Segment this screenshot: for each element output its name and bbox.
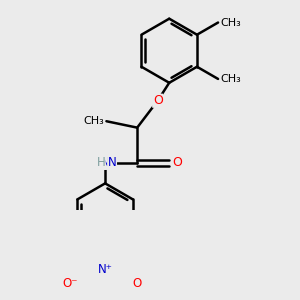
Text: N: N <box>108 156 116 170</box>
Text: H: H <box>96 156 105 170</box>
Text: H: H <box>96 156 105 170</box>
Text: CH₃: CH₃ <box>220 17 242 28</box>
Text: O: O <box>172 156 182 170</box>
Text: CH₃: CH₃ <box>220 74 242 84</box>
Text: N⁺: N⁺ <box>98 263 112 276</box>
Text: CH₃: CH₃ <box>83 116 104 126</box>
Text: O: O <box>153 94 163 107</box>
Text: N: N <box>101 156 110 170</box>
Text: O: O <box>133 278 142 290</box>
Text: O⁻: O⁻ <box>62 278 78 290</box>
